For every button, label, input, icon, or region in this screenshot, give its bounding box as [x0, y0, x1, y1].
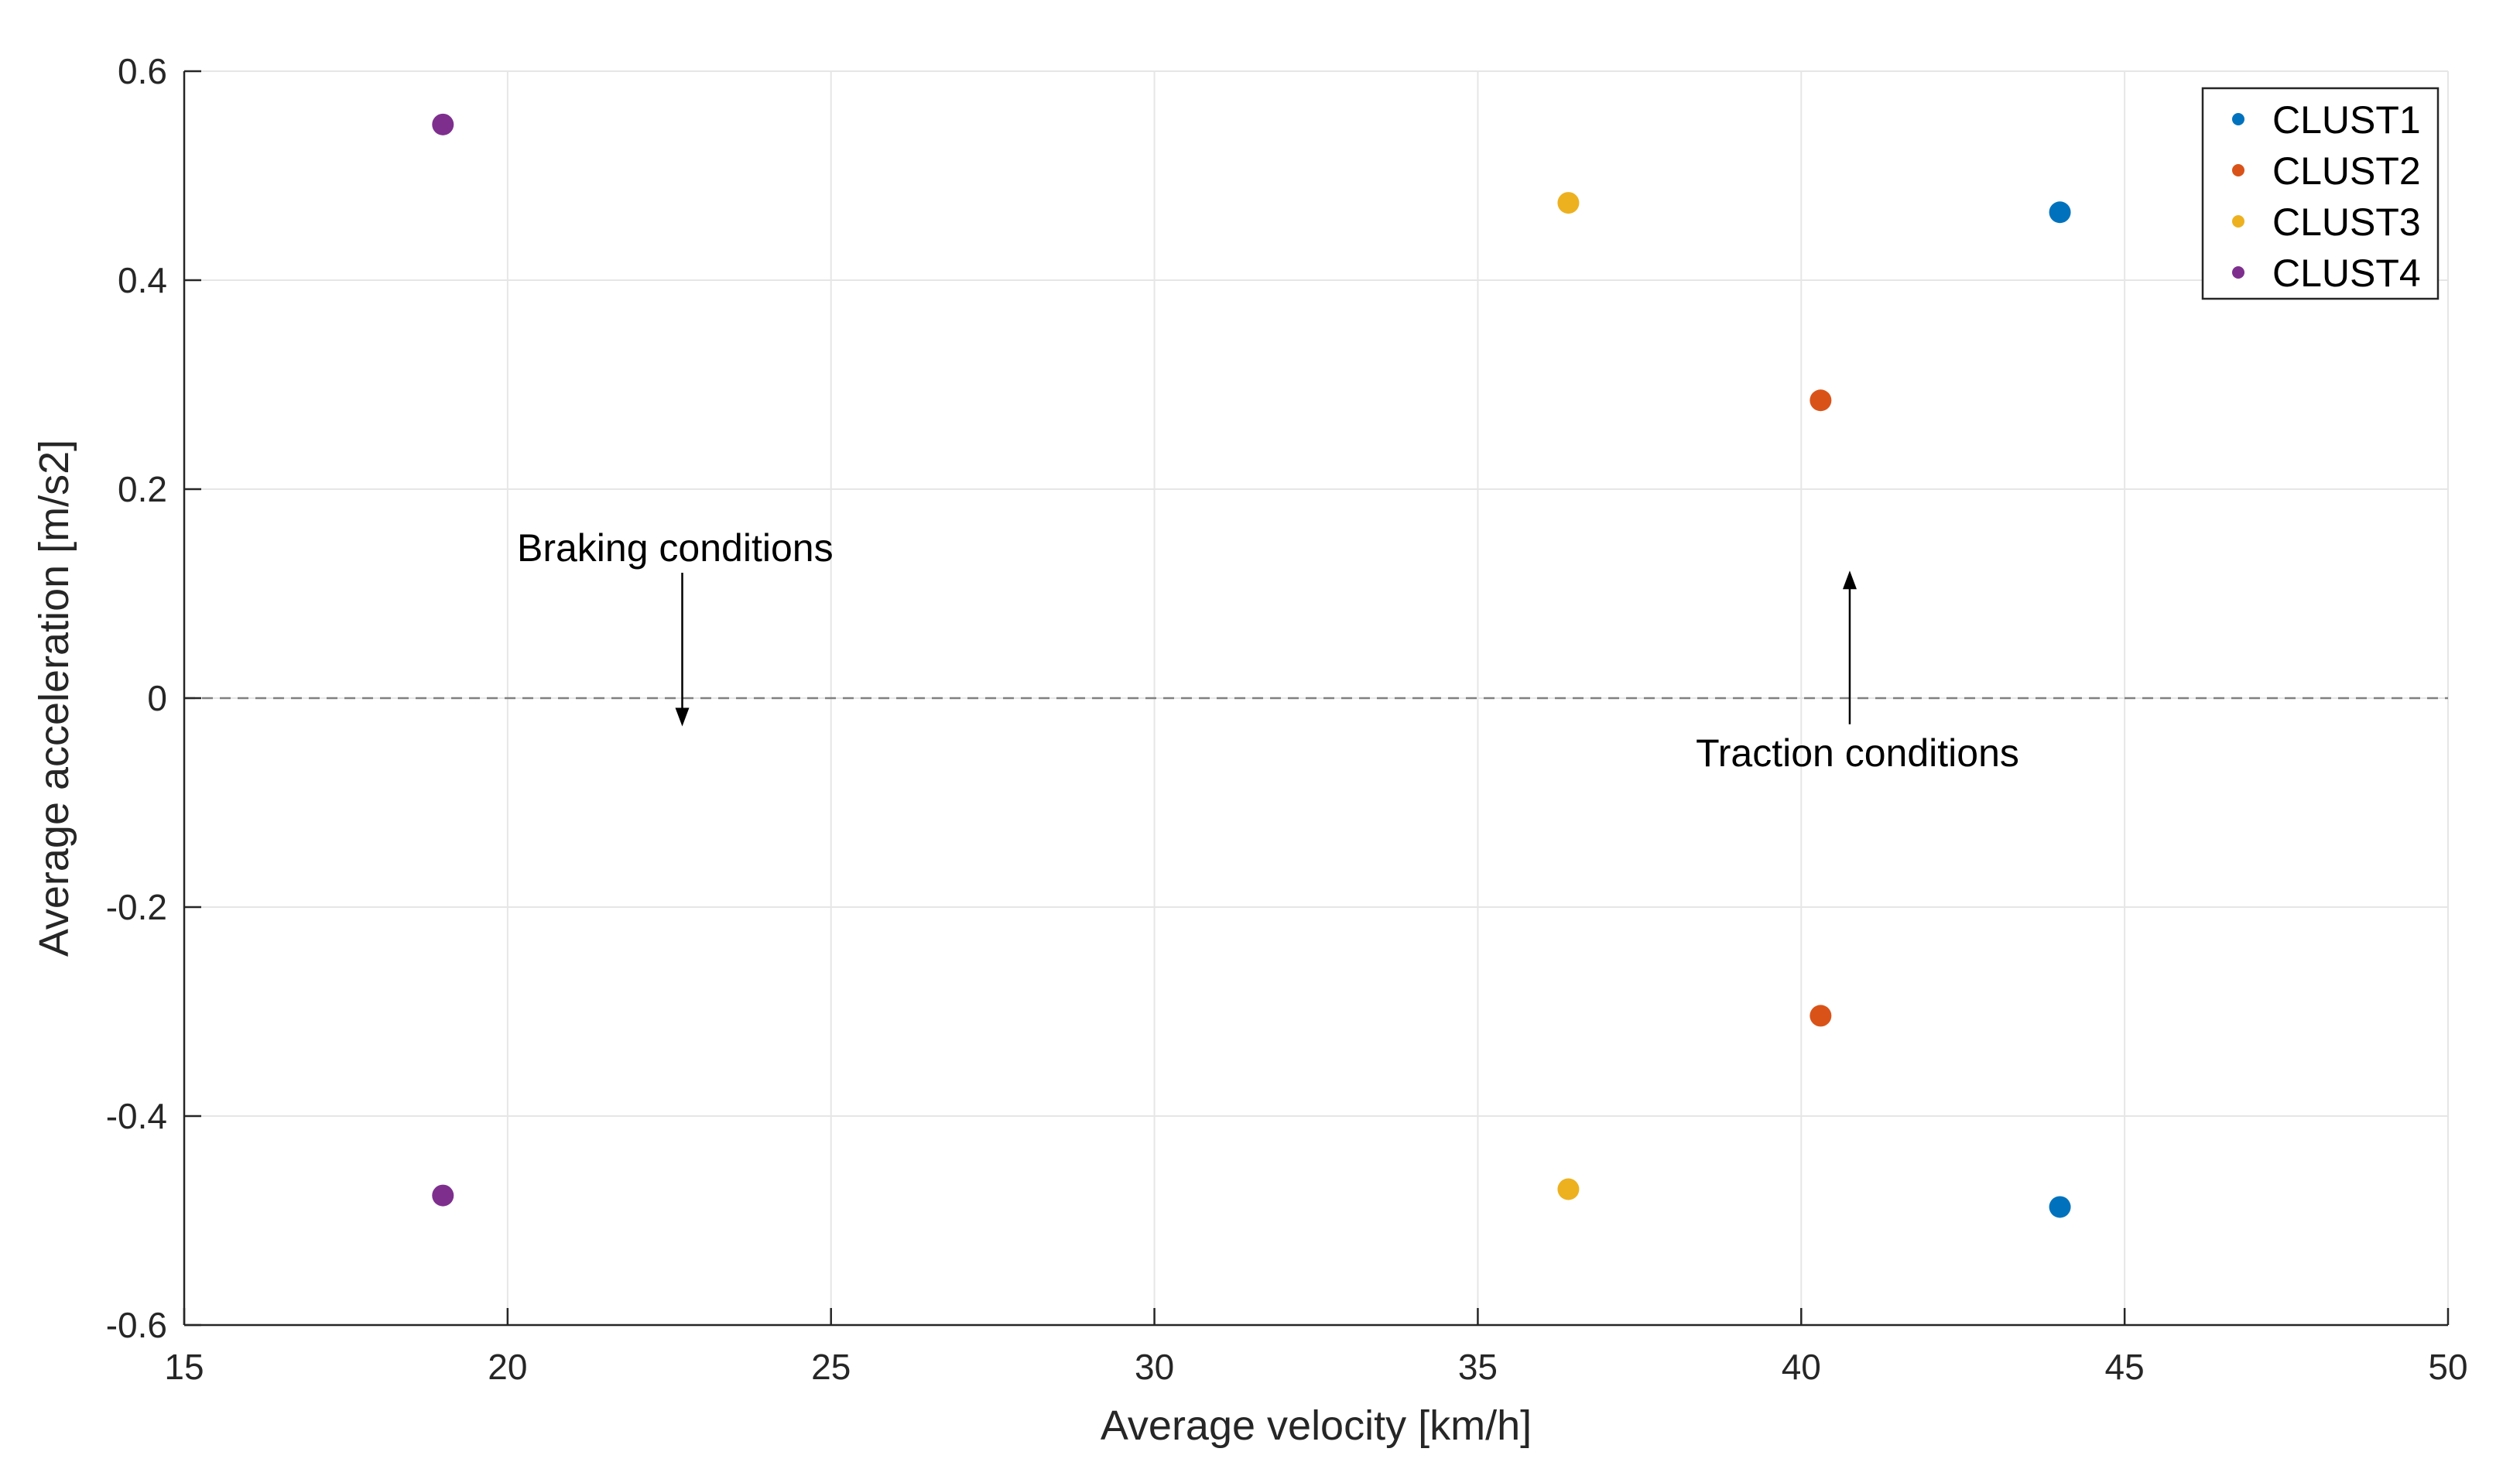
y-axis-ticks: -0.6 -0.4 -0.2 0 0.2 0.4 0.6: [106, 51, 201, 1345]
traction-conditions-label: Traction conditions: [1696, 731, 2019, 775]
x-tick-label: 20: [488, 1347, 527, 1387]
y-tick-label: 0.4: [118, 260, 167, 300]
data-point-clust4: [432, 113, 454, 135]
traction-conditions-arrowhead: [1842, 570, 1857, 590]
legend-marker-clust4: [2232, 266, 2244, 279]
data-point-clust3: [1557, 192, 1580, 214]
legend-marker-clust3: [2232, 215, 2244, 228]
x-tick-label: 40: [1782, 1347, 1821, 1387]
legend-label-clust4: CLUST4: [2272, 252, 2421, 295]
data-point-clust2: [1810, 1005, 1832, 1027]
braking-conditions-arrowhead: [675, 707, 690, 727]
y-tick-label: -0.4: [106, 1096, 167, 1136]
legend: CLUST1 CLUST2 CLUST3 CLUST4: [2201, 87, 2440, 300]
data-point-clust3: [1557, 1178, 1580, 1200]
data-point-clust2: [1810, 389, 1832, 412]
legend-marker-clust2: [2232, 164, 2244, 176]
x-tick-label: 30: [1135, 1347, 1174, 1387]
y-tick-label: -0.6: [106, 1305, 167, 1345]
braking-conditions-label: Braking conditions: [517, 526, 834, 570]
x-tick-label: 45: [2105, 1347, 2145, 1387]
x-tick-label: 50: [2428, 1347, 2467, 1387]
x-tick-label: 25: [811, 1347, 851, 1387]
y-tick-label: 0.6: [118, 51, 167, 91]
data-point-clust4: [432, 1184, 454, 1207]
y-tick-label: 0.2: [118, 469, 167, 509]
x-axis-title: Average velocity [km/h]: [1101, 1402, 1532, 1449]
legend-label-clust1: CLUST1: [2272, 98, 2421, 142]
x-axis-ticks: 15 20 25 30 35 40 45 50: [164, 1308, 2468, 1387]
legend-label-clust3: CLUST3: [2272, 200, 2421, 244]
data-point-clust1: [2049, 1196, 2071, 1218]
x-tick-label: 35: [1458, 1347, 1498, 1387]
legend-marker-clust1: [2232, 113, 2244, 125]
y-axis-title: Average acceleration [m/s2]: [31, 440, 77, 957]
y-tick-label: -0.2: [106, 887, 167, 927]
data-points: [432, 113, 2071, 1218]
legend-label-clust2: CLUST2: [2272, 149, 2421, 193]
x-tick-label: 15: [164, 1347, 204, 1387]
data-point-clust1: [2049, 201, 2071, 224]
annotations: Braking conditions Traction conditions: [517, 526, 2019, 775]
y-tick-label: 0: [147, 678, 167, 718]
